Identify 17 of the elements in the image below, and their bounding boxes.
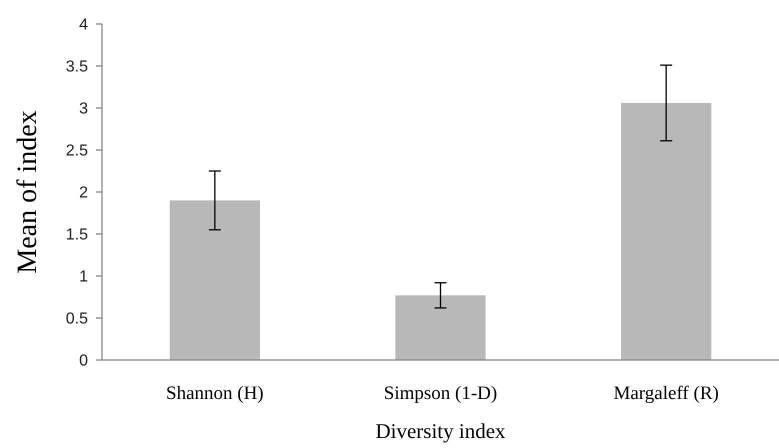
bar	[170, 200, 260, 360]
x-tick-label: Margaleff (R)	[613, 383, 719, 404]
y-axis-title: Mean of index	[12, 110, 43, 274]
bar	[395, 295, 486, 360]
y-tick-label: 1.5	[66, 226, 88, 244]
y-tick-label: 0.5	[66, 310, 88, 328]
y-tick-label: 3.5	[66, 58, 88, 76]
y-tick-label: 4	[79, 16, 88, 34]
x-tick-label: Shannon (H)	[166, 383, 264, 404]
bar	[621, 102, 712, 360]
y-tick-label: 2	[79, 184, 88, 202]
y-tick-label: 3	[79, 100, 88, 118]
y-tick-label: 2.5	[66, 142, 88, 160]
y-tick-label: 1	[79, 268, 88, 286]
x-tick-label: Simpson (1-D)	[384, 383, 498, 404]
x-axis-title: Diversity index	[375, 419, 506, 443]
y-tick-label: 0	[79, 352, 88, 370]
